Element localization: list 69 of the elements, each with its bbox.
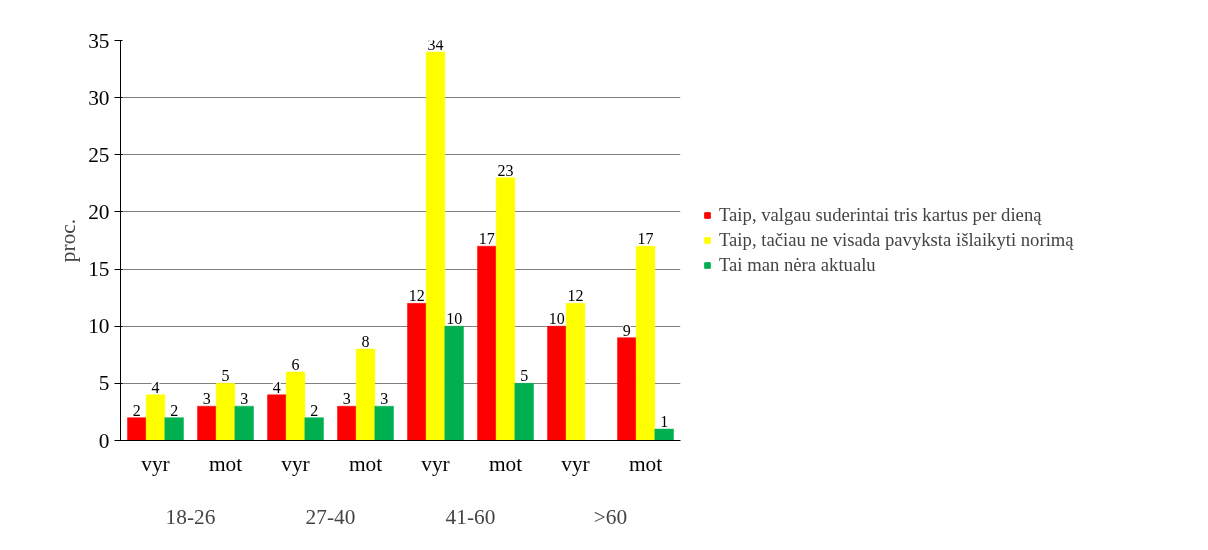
x-tick-label: mot [348, 451, 383, 476]
x-tick-label: mot [488, 451, 523, 476]
bar [565, 303, 586, 441]
data-label: 17 [637, 230, 654, 248]
data-label: 2 [310, 401, 319, 419]
data-label: 5 [520, 367, 529, 385]
data-label: 17 [478, 230, 495, 248]
bar [337, 405, 357, 441]
y-tick-label: 15 [88, 257, 110, 282]
y-tick-label: 30 [88, 85, 110, 110]
data-label: 3 [202, 390, 211, 408]
legend-label: Taip, valgau suderintai tris kartus per dieną [719, 204, 1042, 226]
bar [654, 428, 674, 441]
x-tick-label: mot [628, 451, 663, 476]
y-tick-label: 5 [98, 371, 110, 396]
bar [304, 417, 324, 441]
data-label: 2 [132, 401, 141, 419]
data-label: 9 [622, 321, 631, 339]
data-label: 4 [151, 378, 160, 396]
legend-label: Tai man nėra aktualu [719, 254, 876, 276]
bar [635, 245, 656, 441]
y-tick-label: 35 [88, 28, 110, 53]
data-label: 10 [446, 310, 463, 328]
x-tick-label: vyr [281, 451, 310, 476]
text: 27-40 [305, 504, 356, 529]
data-label: 3 [342, 390, 351, 408]
bar [355, 348, 376, 441]
text: >60 [593, 504, 628, 529]
data-label: 3 [380, 390, 389, 408]
x-tick-label: mot [208, 451, 243, 476]
bar [145, 394, 166, 441]
y-tick-label: 0 [98, 428, 110, 453]
bar [617, 337, 637, 441]
data-label: 2 [170, 401, 179, 419]
data-label: 6 [291, 355, 300, 373]
bar [285, 371, 306, 441]
bar [234, 405, 254, 441]
x-tick-label: vyr [421, 451, 450, 476]
data-label: 8 [361, 333, 370, 351]
data-label: 3 [240, 390, 249, 408]
data-label: 10 [548, 310, 565, 328]
legend-label: Taip, tačiau ne visada pavyksta išlaikyti norimą [719, 229, 1074, 251]
bar [477, 245, 497, 441]
bar [164, 417, 184, 441]
bar [425, 51, 446, 441]
bar [374, 405, 394, 441]
bar [197, 405, 217, 441]
data-label: 5 [221, 367, 230, 385]
x-tick-label: vyr [141, 451, 170, 476]
y-tick-label: 10 [88, 314, 110, 339]
data-label: 12 [567, 287, 584, 305]
x-tick-label: vyr [561, 451, 590, 476]
data-label: 12 [408, 287, 425, 305]
bar [444, 325, 464, 441]
bar [127, 417, 147, 441]
y-axis-title: proc. [56, 218, 81, 263]
bar [215, 383, 236, 441]
bar [514, 383, 534, 441]
y-tick-label: 25 [88, 142, 110, 167]
bar [547, 325, 567, 441]
bar [407, 303, 427, 441]
text: 41-60 [445, 504, 496, 529]
data-label: 1 [660, 413, 669, 431]
bar [267, 394, 287, 441]
bar [495, 177, 516, 441]
data-label: 4 [272, 378, 281, 396]
text: 18-26 [165, 504, 216, 529]
data-label: 23 [497, 161, 514, 179]
y-tick-label: 20 [88, 199, 110, 224]
